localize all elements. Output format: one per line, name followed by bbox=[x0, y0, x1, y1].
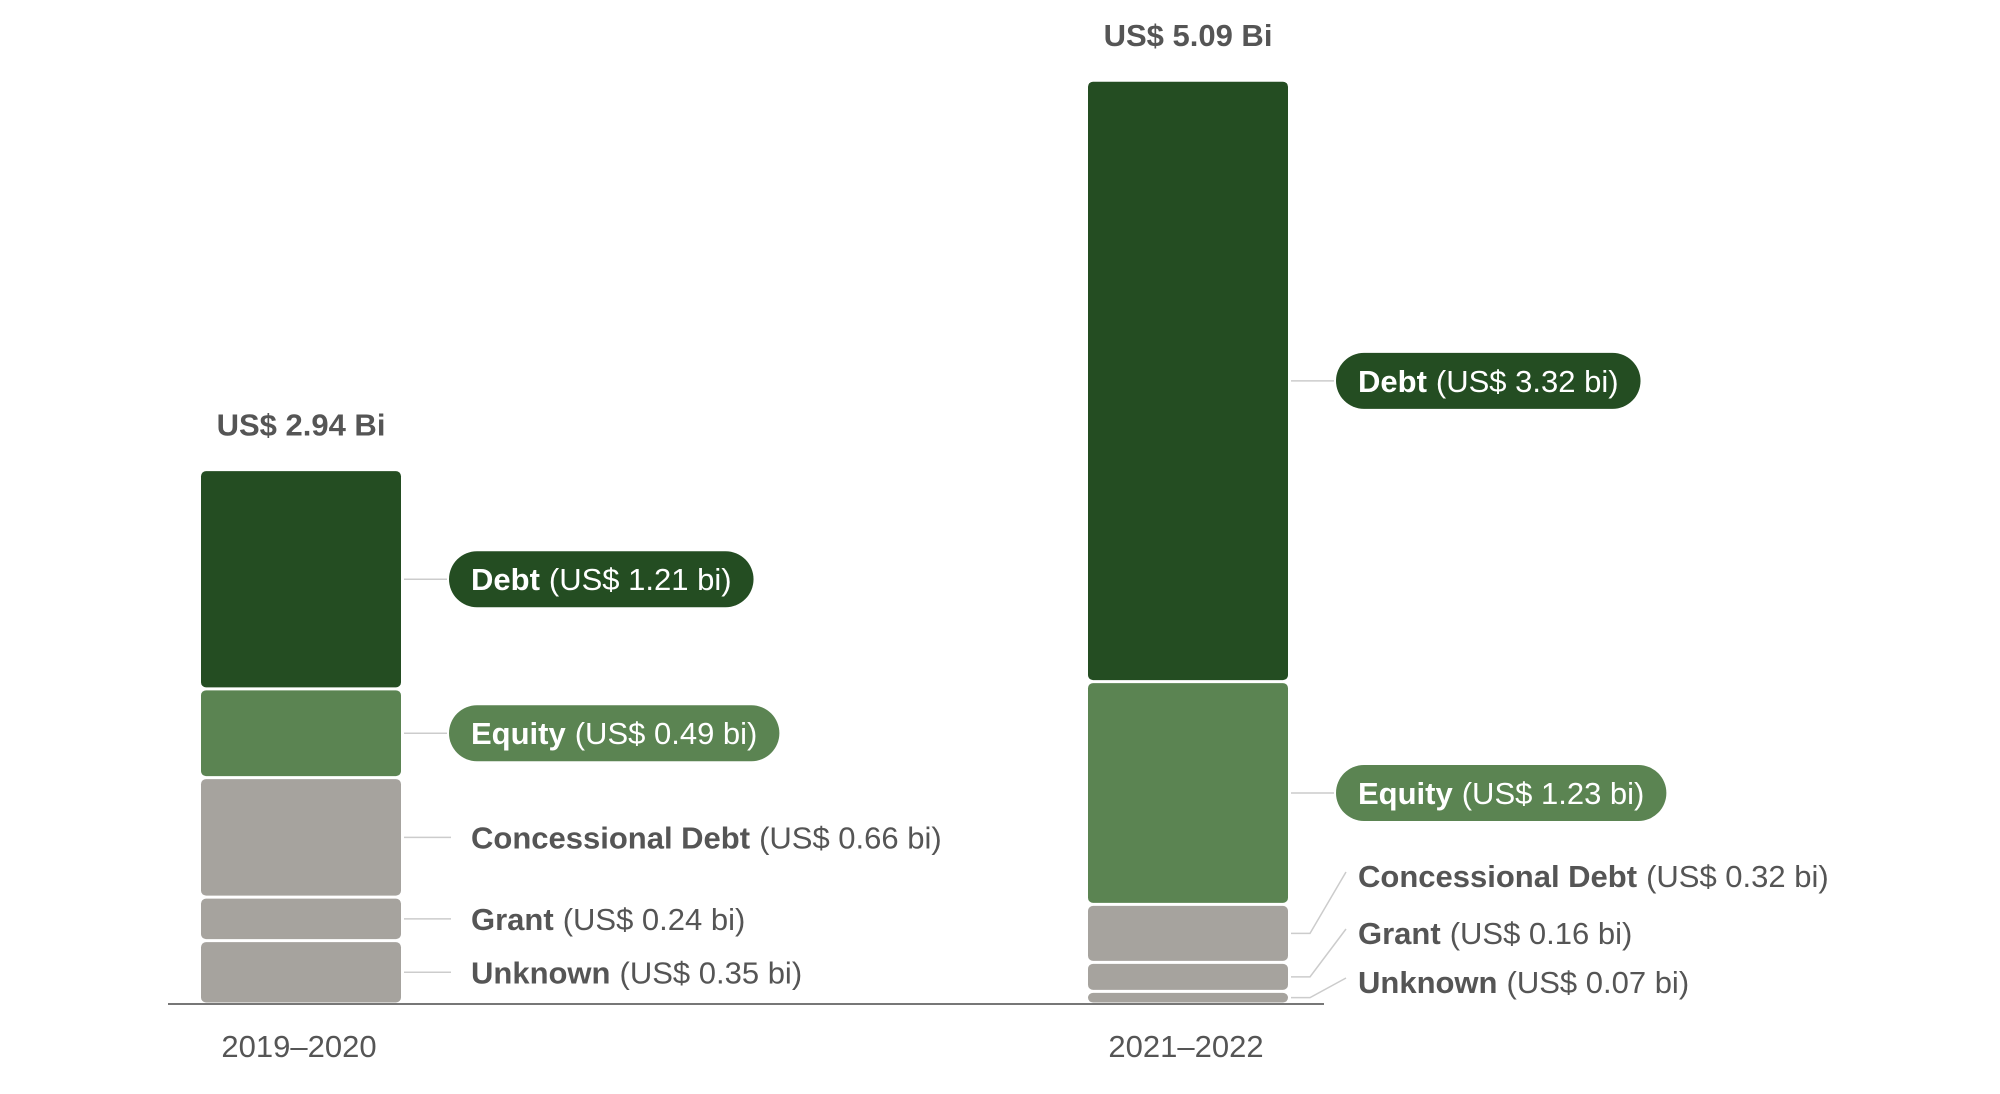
bar-segment-debt-1 bbox=[201, 471, 401, 688]
bar-segment-unknown-1 bbox=[201, 942, 401, 1003]
category-label-1: 2019–2020 bbox=[221, 1029, 376, 1064]
bar-segment-debt-2 bbox=[1088, 81, 1288, 681]
leader-line-concessional-debt-2 bbox=[1291, 871, 1347, 935]
bar-segment-unknown-2 bbox=[1088, 992, 1288, 1003]
series-name-label-grant-2: Grant bbox=[1358, 916, 1441, 951]
value-label-unknown-1: (US$ 0.35 bi) bbox=[620, 955, 803, 990]
value-label-unknown-2: (US$ 0.07 bi) bbox=[1507, 965, 1690, 1000]
value-label-equity-2: (US$ 1.23 bi) bbox=[1462, 776, 1645, 811]
bar-segment-concessional-debt-1 bbox=[201, 779, 401, 896]
bar-segment-grant-1 bbox=[201, 898, 401, 940]
series-name-label-concessional-debt-1: Concessional Debt bbox=[471, 820, 750, 855]
value-label-debt-2: (US$ 3.32 bi) bbox=[1436, 364, 1619, 399]
label-pill-debt-1 bbox=[449, 551, 754, 608]
leader-line-grant-2 bbox=[1291, 928, 1347, 978]
series-name-label-grant-1: Grant bbox=[471, 902, 554, 937]
value-label-grant-1: (US$ 0.24 bi) bbox=[563, 902, 746, 937]
value-label-concessional-debt-2: (US$ 0.32 bi) bbox=[1646, 859, 1829, 894]
value-label-concessional-debt-1: (US$ 0.66 bi) bbox=[759, 820, 942, 855]
leader-line-unknown-2 bbox=[1291, 977, 1347, 999]
series-name-label-unknown-2: Unknown bbox=[1358, 965, 1498, 1000]
bar-segment-grant-2 bbox=[1088, 963, 1288, 990]
bar-segment-equity-1 bbox=[201, 690, 401, 777]
series-name-label-debt-2: Debt bbox=[1358, 364, 1427, 399]
series-name-label-equity-2: Equity bbox=[1358, 776, 1453, 811]
label-pill-equity-1 bbox=[449, 705, 780, 762]
series-name-label-unknown-1: Unknown bbox=[471, 955, 611, 990]
value-label-grant-2: (US$ 0.16 bi) bbox=[1450, 916, 1633, 951]
label-pill-debt-2 bbox=[1336, 352, 1641, 409]
label-pill-equity-2 bbox=[1336, 764, 1667, 821]
total-label-2: US$ 5.09 Bi bbox=[1104, 18, 1273, 53]
category-label-2: 2021–2022 bbox=[1108, 1029, 1263, 1064]
bar-segment-concessional-debt-2 bbox=[1088, 905, 1288, 961]
value-label-equity-1: (US$ 0.49 bi) bbox=[575, 716, 758, 751]
series-name-label-debt-1: Debt bbox=[471, 562, 540, 597]
series-name-label-concessional-debt-2: Concessional Debt bbox=[1358, 859, 1637, 894]
series-name-label-equity-1: Equity bbox=[471, 716, 566, 751]
bar-segment-equity-2 bbox=[1088, 683, 1288, 903]
total-label-1: US$ 2.94 Bi bbox=[217, 408, 386, 443]
value-label-debt-1: (US$ 1.21 bi) bbox=[549, 562, 732, 597]
